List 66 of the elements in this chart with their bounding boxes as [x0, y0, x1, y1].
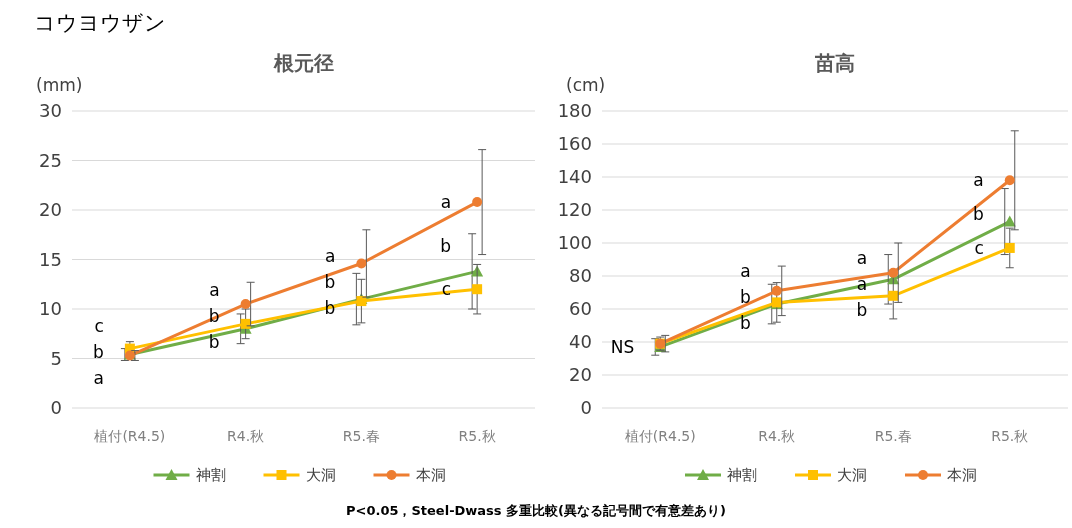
point: [1004, 242, 1015, 253]
x-tick-label: R4.秋: [227, 428, 265, 444]
chart-subtitle: コウヨウザン: [34, 11, 166, 35]
y-axis-title: (mm): [36, 75, 83, 95]
annotation: a: [856, 248, 868, 269]
annotation: a: [93, 368, 104, 389]
annotation: c: [94, 316, 104, 337]
point: [888, 267, 899, 278]
annotation: b: [208, 332, 220, 353]
annotation: a: [440, 192, 452, 213]
x-tick-label: R4.秋: [758, 428, 796, 444]
x-tick-label: R5.春: [342, 428, 380, 444]
annotation: b: [972, 204, 984, 225]
point: [472, 284, 483, 295]
x-tick-label: R5.春: [874, 428, 912, 444]
point: [1004, 175, 1015, 186]
y-tick-label: 10: [39, 298, 62, 320]
annotation: NS: [610, 336, 635, 357]
point: [888, 290, 899, 301]
annotation: b: [93, 342, 104, 363]
annotation: a: [740, 261, 751, 282]
y-tick-label: 40: [569, 331, 592, 353]
chart-title: 根元径: [272, 51, 334, 75]
y-tick-label: 80: [569, 265, 592, 287]
y-tick-label: 20: [39, 199, 62, 221]
y-tick-label: 0: [50, 397, 62, 419]
point: [1003, 215, 1016, 227]
annotation: b: [440, 235, 452, 256]
annotation: a: [209, 280, 220, 301]
y-tick-label: 15: [39, 248, 62, 270]
y-tick-label: 25: [39, 149, 62, 171]
y-tick-label: 100: [557, 232, 592, 254]
x-tick-label: 植付(R4.5): [624, 428, 696, 444]
annotation: c: [974, 237, 984, 258]
annotation: a: [324, 246, 336, 267]
legend-label: 神割: [195, 466, 226, 485]
annotation: b: [324, 272, 336, 293]
legend-label: 本洞: [947, 466, 977, 485]
y-tick-label: 5: [50, 347, 62, 369]
x-tick-label: R5.秋: [458, 428, 496, 444]
y-tick-label: 140: [557, 166, 592, 188]
legend-label: 神割: [727, 466, 757, 485]
y-tick-label: 60: [569, 298, 592, 320]
legend-label: 本洞: [415, 466, 446, 485]
legend-label: 大洞: [305, 466, 336, 485]
y-tick-label: 120: [557, 199, 592, 221]
annotation: b: [739, 313, 751, 334]
annotation: b: [739, 287, 751, 308]
point: [356, 258, 367, 269]
legend-label: 大洞: [837, 466, 867, 485]
x-tick-label: 植付(R4.5): [94, 428, 166, 444]
y-tick-label: 0: [580, 397, 592, 419]
x-tick-label: R5.秋: [991, 428, 1029, 444]
y-tick-label: 160: [557, 133, 592, 155]
annotation: b: [856, 300, 868, 321]
chart-title: 苗高: [814, 51, 855, 75]
point: [240, 299, 251, 310]
y-tick-label: 180: [557, 100, 592, 122]
y-axis-title: (cm): [566, 75, 606, 95]
y-tick-label: 30: [39, 100, 62, 122]
y-tick-label: 20: [569, 364, 592, 386]
text: P<0.05，Steel-Dwass 多重比較(異なる記号間で有意差あり): [345, 503, 727, 518]
annotation: a: [973, 170, 984, 191]
point: [472, 197, 483, 208]
point: [240, 318, 251, 329]
point: [771, 285, 782, 296]
